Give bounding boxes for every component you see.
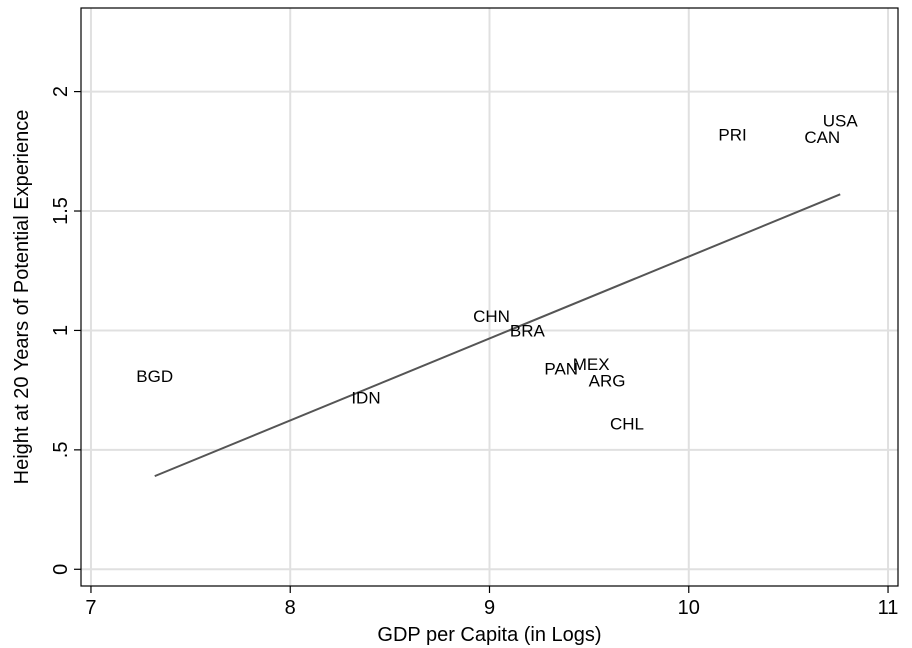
x-tick-label: 9 bbox=[484, 597, 495, 619]
y-tick-label: 2 bbox=[50, 86, 72, 97]
y-axis-label: Height at 20 Years of Potential Experien… bbox=[11, 110, 33, 485]
point-label-pan: PAN bbox=[544, 360, 578, 379]
x-tick-label: 7 bbox=[85, 597, 96, 619]
x-tick-label: 11 bbox=[878, 597, 899, 619]
y-tick-label: 1 bbox=[50, 325, 72, 336]
x-axis-label: GDP per Capita (in Logs) bbox=[377, 624, 601, 646]
point-label-idn: IDN bbox=[351, 388, 380, 407]
point-label-can: CAN bbox=[804, 128, 840, 147]
point-label-bra: BRA bbox=[510, 321, 546, 340]
x-tick-label: 10 bbox=[678, 597, 700, 619]
y-tick-label: 0 bbox=[50, 564, 72, 575]
point-label-usa: USA bbox=[823, 111, 859, 130]
y-tick-label: .5 bbox=[50, 442, 72, 459]
point-label-pri: PRI bbox=[718, 126, 746, 145]
point-label-chn: CHN bbox=[473, 307, 510, 326]
x-tick-label: 8 bbox=[285, 597, 296, 619]
fit-line bbox=[154, 193, 841, 478]
y-tick-label: 1.5 bbox=[50, 197, 72, 225]
axes: 7 8 9 10 11 0 .5 1 1.5 2 bbox=[50, 7, 899, 619]
point-label-bgd: BGD bbox=[136, 367, 173, 386]
point-label-arg: ARG bbox=[589, 372, 626, 391]
fit-line-group bbox=[154, 193, 841, 478]
grid-lines bbox=[81, 8, 898, 586]
point-label-chl: CHL bbox=[610, 415, 644, 434]
point-label-mex: MEX bbox=[573, 355, 610, 374]
